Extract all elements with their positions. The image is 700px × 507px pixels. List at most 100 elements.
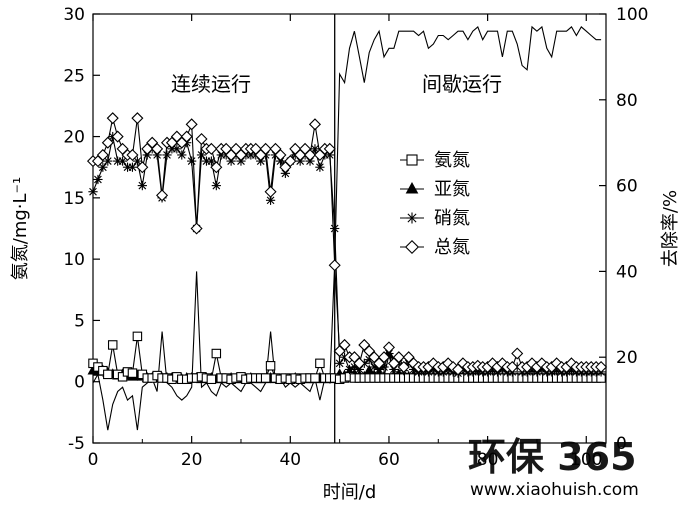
labels-layer: 时间/d 氨氮/mg·L⁻¹ 去除率/% 连续运行 间歇运行 <box>10 72 681 503</box>
data-point-asterisk <box>127 162 138 172</box>
data-point-square <box>103 369 113 380</box>
watermark: 环保 365 www.xiaohuish.com <box>468 435 639 500</box>
data-point-square <box>310 373 320 383</box>
data-point-diamond <box>151 142 164 155</box>
data-point-square <box>117 372 128 382</box>
data-point-diamond <box>96 148 109 161</box>
data-point-square <box>107 340 118 350</box>
data-point-diamond <box>101 136 114 149</box>
data-point-diamond <box>328 259 341 272</box>
y-axis-right-title: 去除率/% <box>660 190 681 267</box>
data-point-asterisk <box>162 150 172 160</box>
legend-item-1: 亚氮 <box>400 179 470 200</box>
marker-layer <box>86 112 608 385</box>
series-line-2 <box>92 136 602 374</box>
data-point-square <box>132 331 143 342</box>
plot-frame <box>92 13 607 444</box>
data-point-square <box>127 368 138 378</box>
data-point-diamond <box>511 347 524 360</box>
y-right-tick-label: 40 <box>616 262 638 282</box>
data-point-asterisk <box>310 144 320 154</box>
x-tick-label: 60 <box>378 450 400 470</box>
data-point-diamond <box>210 161 223 174</box>
x-tick-label: 80 <box>477 450 499 470</box>
data-point-asterisk <box>335 358 345 368</box>
data-point-diamond <box>338 338 351 351</box>
data-point-diamond <box>353 357 366 370</box>
data-point-diamond <box>595 360 608 374</box>
x-tick-label: 0 <box>88 450 99 470</box>
data-point-asterisk <box>206 156 217 166</box>
data-point-diamond <box>259 142 272 155</box>
y-left-tick-label: 30 <box>63 5 85 25</box>
data-point-diamond <box>185 118 198 131</box>
data-point-diamond <box>131 112 144 125</box>
data-point-diamond <box>378 351 391 364</box>
data-point-diamond <box>284 155 297 168</box>
data-point-asterisk <box>354 364 364 375</box>
data-point-diamond <box>180 130 193 143</box>
series-line-4 <box>92 25 602 431</box>
data-point-asterisk <box>187 156 197 166</box>
data-point-square <box>315 358 325 369</box>
y-right-tick-label: 80 <box>616 91 638 111</box>
legend-label: 硝氮 <box>434 208 470 229</box>
phase-label-continuous: 连续运行 <box>171 72 251 96</box>
y-left-tick-label: -5 <box>68 434 85 454</box>
data-point-asterisk <box>315 162 325 172</box>
y-left-tick-label: 20 <box>63 128 85 148</box>
y-left-tick-label: 5 <box>74 311 85 331</box>
data-point-asterisk <box>330 223 340 234</box>
data-point-asterisk <box>196 150 207 160</box>
y-right-tick-label: 100 <box>616 5 648 25</box>
data-point-asterisk <box>256 156 266 166</box>
y-right-tick-label: 60 <box>616 177 638 197</box>
legend-item-0: 氨氮 <box>400 150 470 171</box>
data-point-asterisk <box>88 187 98 197</box>
data-point-square <box>211 348 222 359</box>
y-left-tick-label: 0 <box>74 373 85 393</box>
data-point-diamond <box>264 185 277 198</box>
data-point-asterisk <box>305 156 315 166</box>
legend-label: 亚氮 <box>434 179 470 200</box>
data-point-diamond <box>506 360 519 374</box>
data-point-asterisk <box>172 144 182 154</box>
data-point-diamond <box>126 148 139 161</box>
legend-marker-triangle <box>405 181 419 194</box>
y-left-tick-label: 25 <box>63 66 85 86</box>
x-tick-label: 100 <box>570 450 602 470</box>
legend-marker-diamond <box>404 239 420 255</box>
data-point-diamond <box>136 161 149 174</box>
data-point-diamond <box>156 189 169 202</box>
legend-label: 总氮 <box>434 237 470 258</box>
data-point-asterisk <box>98 162 108 172</box>
data-point-diamond <box>190 222 203 235</box>
series-line-3 <box>93 118 602 371</box>
watermark-url: www.xiaohuish.com <box>470 480 639 500</box>
legend-marker-square <box>406 154 418 166</box>
legend-item-3: 总氮 <box>400 237 470 258</box>
data-point-diamond <box>106 112 119 125</box>
data-point-diamond <box>323 142 336 155</box>
data-point-diamond <box>304 148 317 161</box>
data-point-diamond <box>392 351 405 364</box>
y-right-tick-label: 0 <box>616 434 627 454</box>
y-right-tick-label: 20 <box>616 348 638 368</box>
y-axis-left-title: 氨氮/mg·L⁻¹ <box>10 177 31 281</box>
y-left-tick-label: 15 <box>63 189 85 209</box>
data-point-diamond <box>308 118 321 131</box>
data-point-diamond <box>397 360 410 374</box>
data-point-asterisk <box>93 174 103 185</box>
data-point-asterisk <box>137 180 147 191</box>
x-tick-label: 40 <box>279 450 301 470</box>
data-point-asterisk <box>177 150 187 160</box>
data-point-asterisk <box>103 156 113 166</box>
legend-item-2: 硝氮 <box>400 208 470 229</box>
data-point-diamond <box>205 142 218 155</box>
data-point-diamond <box>382 341 395 354</box>
data-point-asterisk <box>132 156 143 166</box>
data-point-asterisk <box>226 156 236 166</box>
